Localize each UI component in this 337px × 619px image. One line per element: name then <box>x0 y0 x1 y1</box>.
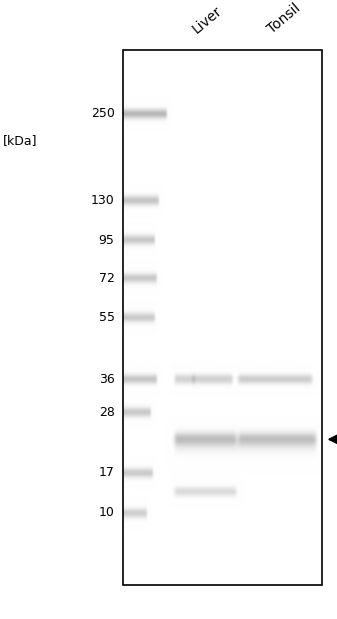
Text: 28: 28 <box>99 406 115 419</box>
Text: 17: 17 <box>99 466 115 479</box>
Text: 130: 130 <box>91 194 115 207</box>
Text: 55: 55 <box>99 311 115 324</box>
Text: 250: 250 <box>91 107 115 120</box>
Text: 95: 95 <box>99 233 115 246</box>
Text: 36: 36 <box>99 373 115 386</box>
Text: Tonsil: Tonsil <box>265 1 303 36</box>
Text: Liver: Liver <box>189 3 225 36</box>
Text: 10: 10 <box>99 506 115 519</box>
Text: 72: 72 <box>99 272 115 285</box>
Text: [kDa]: [kDa] <box>3 134 38 147</box>
